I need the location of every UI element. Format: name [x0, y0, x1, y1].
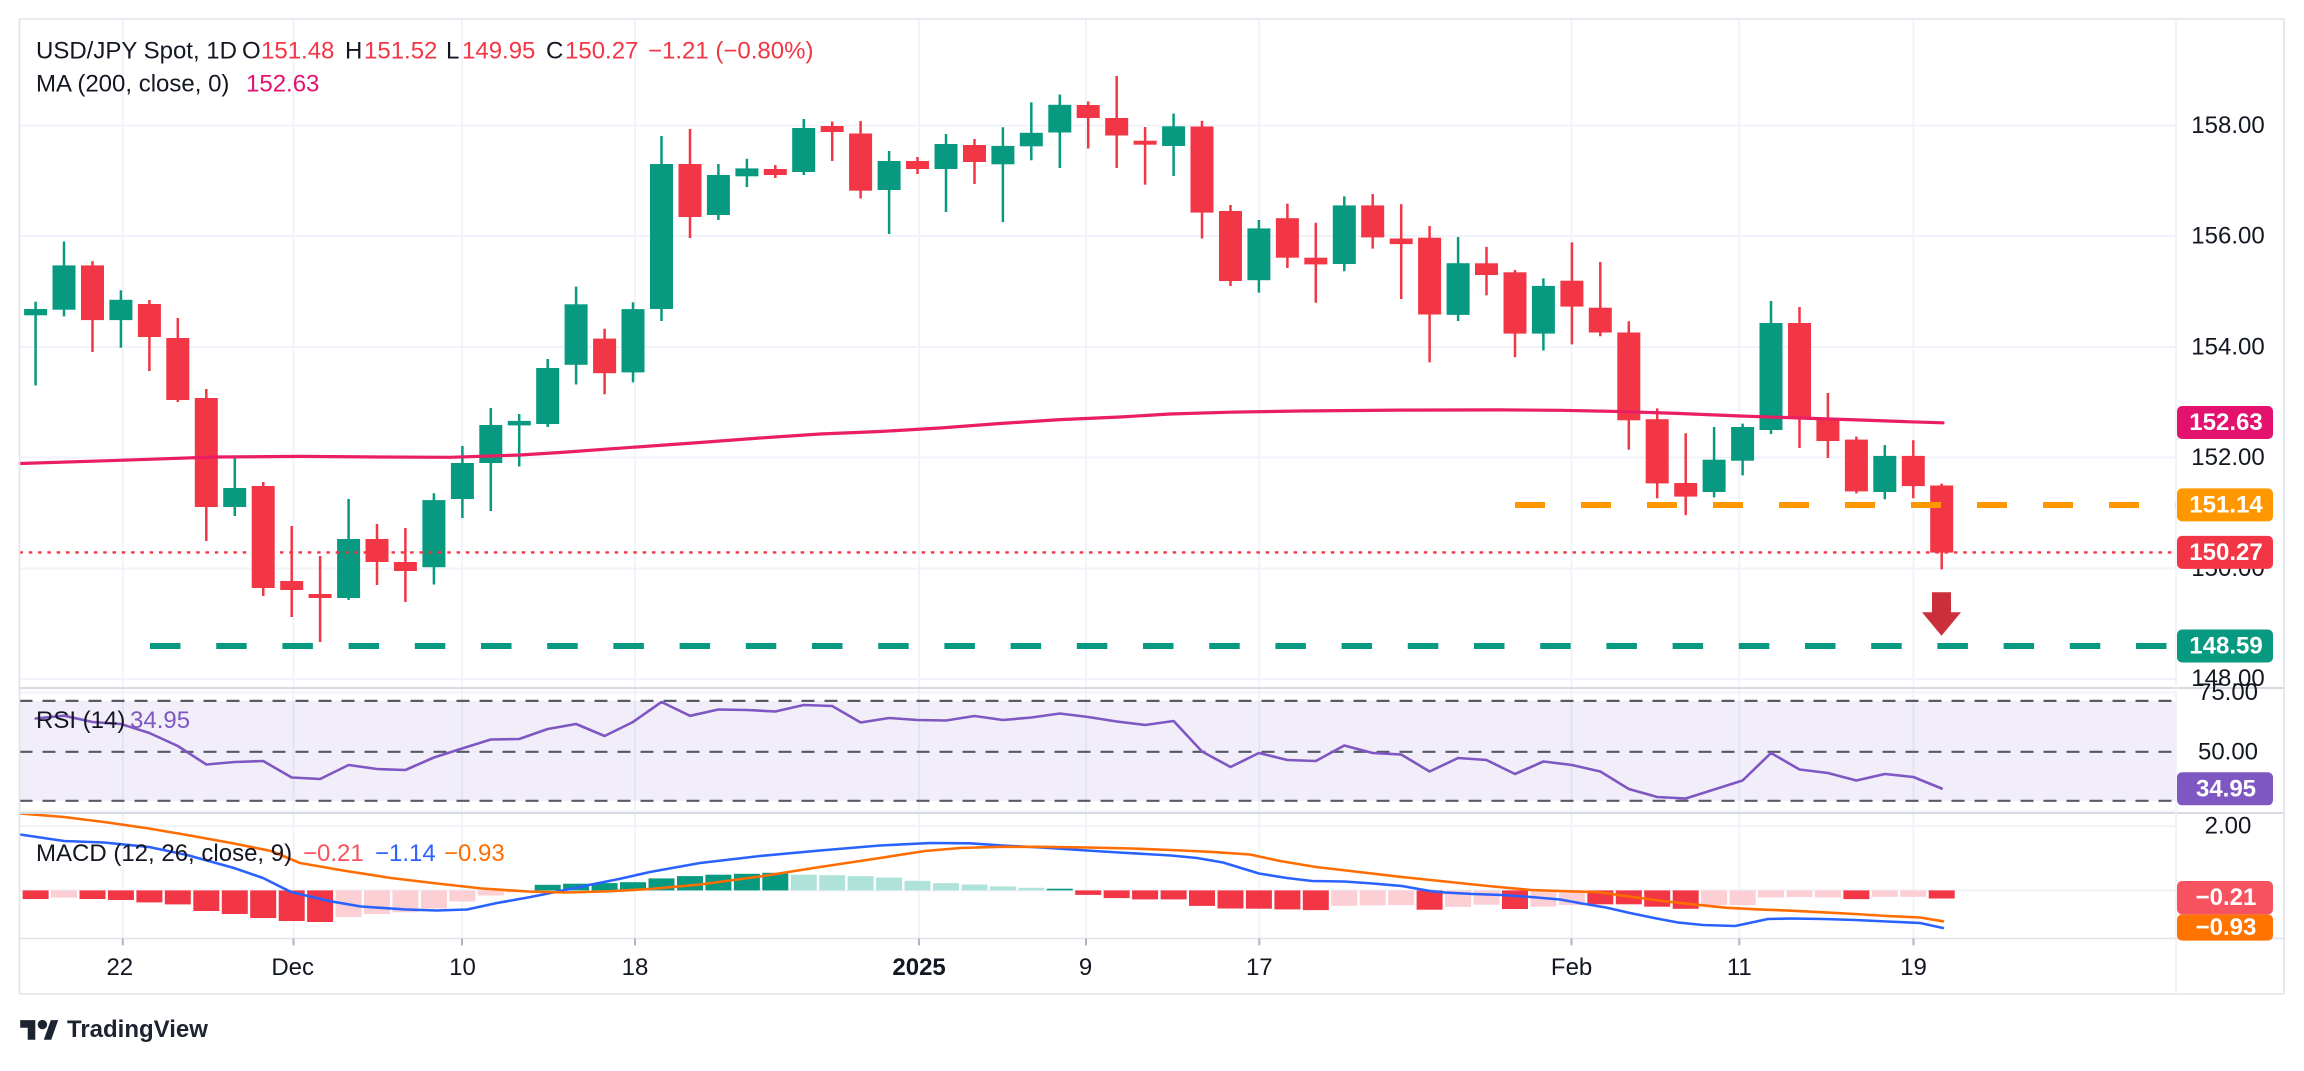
svg-text:−0.93: −0.93 — [444, 840, 505, 867]
svg-text:−1.21 (−0.80%): −1.21 (−0.80%) — [648, 38, 813, 65]
svg-text:148.59: 148.59 — [2189, 633, 2262, 660]
svg-text:149.95: 149.95 — [462, 38, 535, 65]
svg-text:Dec: Dec — [271, 954, 314, 981]
svg-text:148.00: 148.00 — [2191, 665, 2264, 692]
svg-text:152.63: 152.63 — [246, 71, 319, 98]
svg-text:2.00: 2.00 — [2205, 813, 2252, 840]
svg-text:RSI (14): RSI (14) — [36, 707, 125, 734]
svg-text:151.52: 151.52 — [364, 38, 437, 65]
svg-text:MA (200, close, 0): MA (200, close, 0) — [36, 71, 229, 98]
svg-text:2025: 2025 — [892, 954, 945, 981]
svg-text:50.00: 50.00 — [2198, 739, 2258, 766]
svg-text:150.27: 150.27 — [2189, 539, 2262, 566]
svg-text:TradingView: TradingView — [67, 1016, 208, 1043]
svg-text:154.00: 154.00 — [2191, 334, 2264, 361]
svg-text:34.95: 34.95 — [2196, 775, 2256, 802]
svg-text:18: 18 — [622, 954, 649, 981]
svg-text:150.27: 150.27 — [565, 38, 638, 65]
svg-text:−1.14: −1.14 — [375, 840, 436, 867]
svg-text:−0.93: −0.93 — [2196, 914, 2257, 941]
svg-text:11: 11 — [1727, 954, 1752, 981]
svg-text:75.00: 75.00 — [2198, 679, 2258, 706]
svg-text:151.14: 151.14 — [2189, 491, 2263, 518]
svg-text:L: L — [446, 38, 459, 65]
svg-text:H: H — [345, 38, 362, 65]
svg-text:USD/JPY Spot, 1D: USD/JPY Spot, 1D — [36, 38, 237, 65]
svg-text:22: 22 — [106, 954, 133, 981]
svg-text:−0.21: −0.21 — [2196, 884, 2257, 911]
svg-text:9: 9 — [1079, 954, 1092, 981]
svg-text:C: C — [546, 38, 563, 65]
svg-text:O: O — [242, 38, 261, 65]
svg-text:34.95: 34.95 — [130, 707, 190, 734]
svg-text:10: 10 — [449, 954, 476, 981]
svg-text:−0.21: −0.21 — [303, 840, 364, 867]
svg-text:19: 19 — [1900, 954, 1927, 981]
svg-text:156.00: 156.00 — [2191, 223, 2264, 250]
svg-text:17: 17 — [1246, 954, 1273, 981]
svg-text:158.00: 158.00 — [2191, 112, 2264, 139]
svg-text:152.63: 152.63 — [2189, 409, 2262, 436]
svg-text:151.48: 151.48 — [261, 38, 334, 65]
svg-text:152.00: 152.00 — [2191, 444, 2264, 471]
svg-text:MACD (12, 26, close, 9): MACD (12, 26, close, 9) — [36, 840, 292, 867]
svg-text:Feb: Feb — [1551, 954, 1592, 981]
